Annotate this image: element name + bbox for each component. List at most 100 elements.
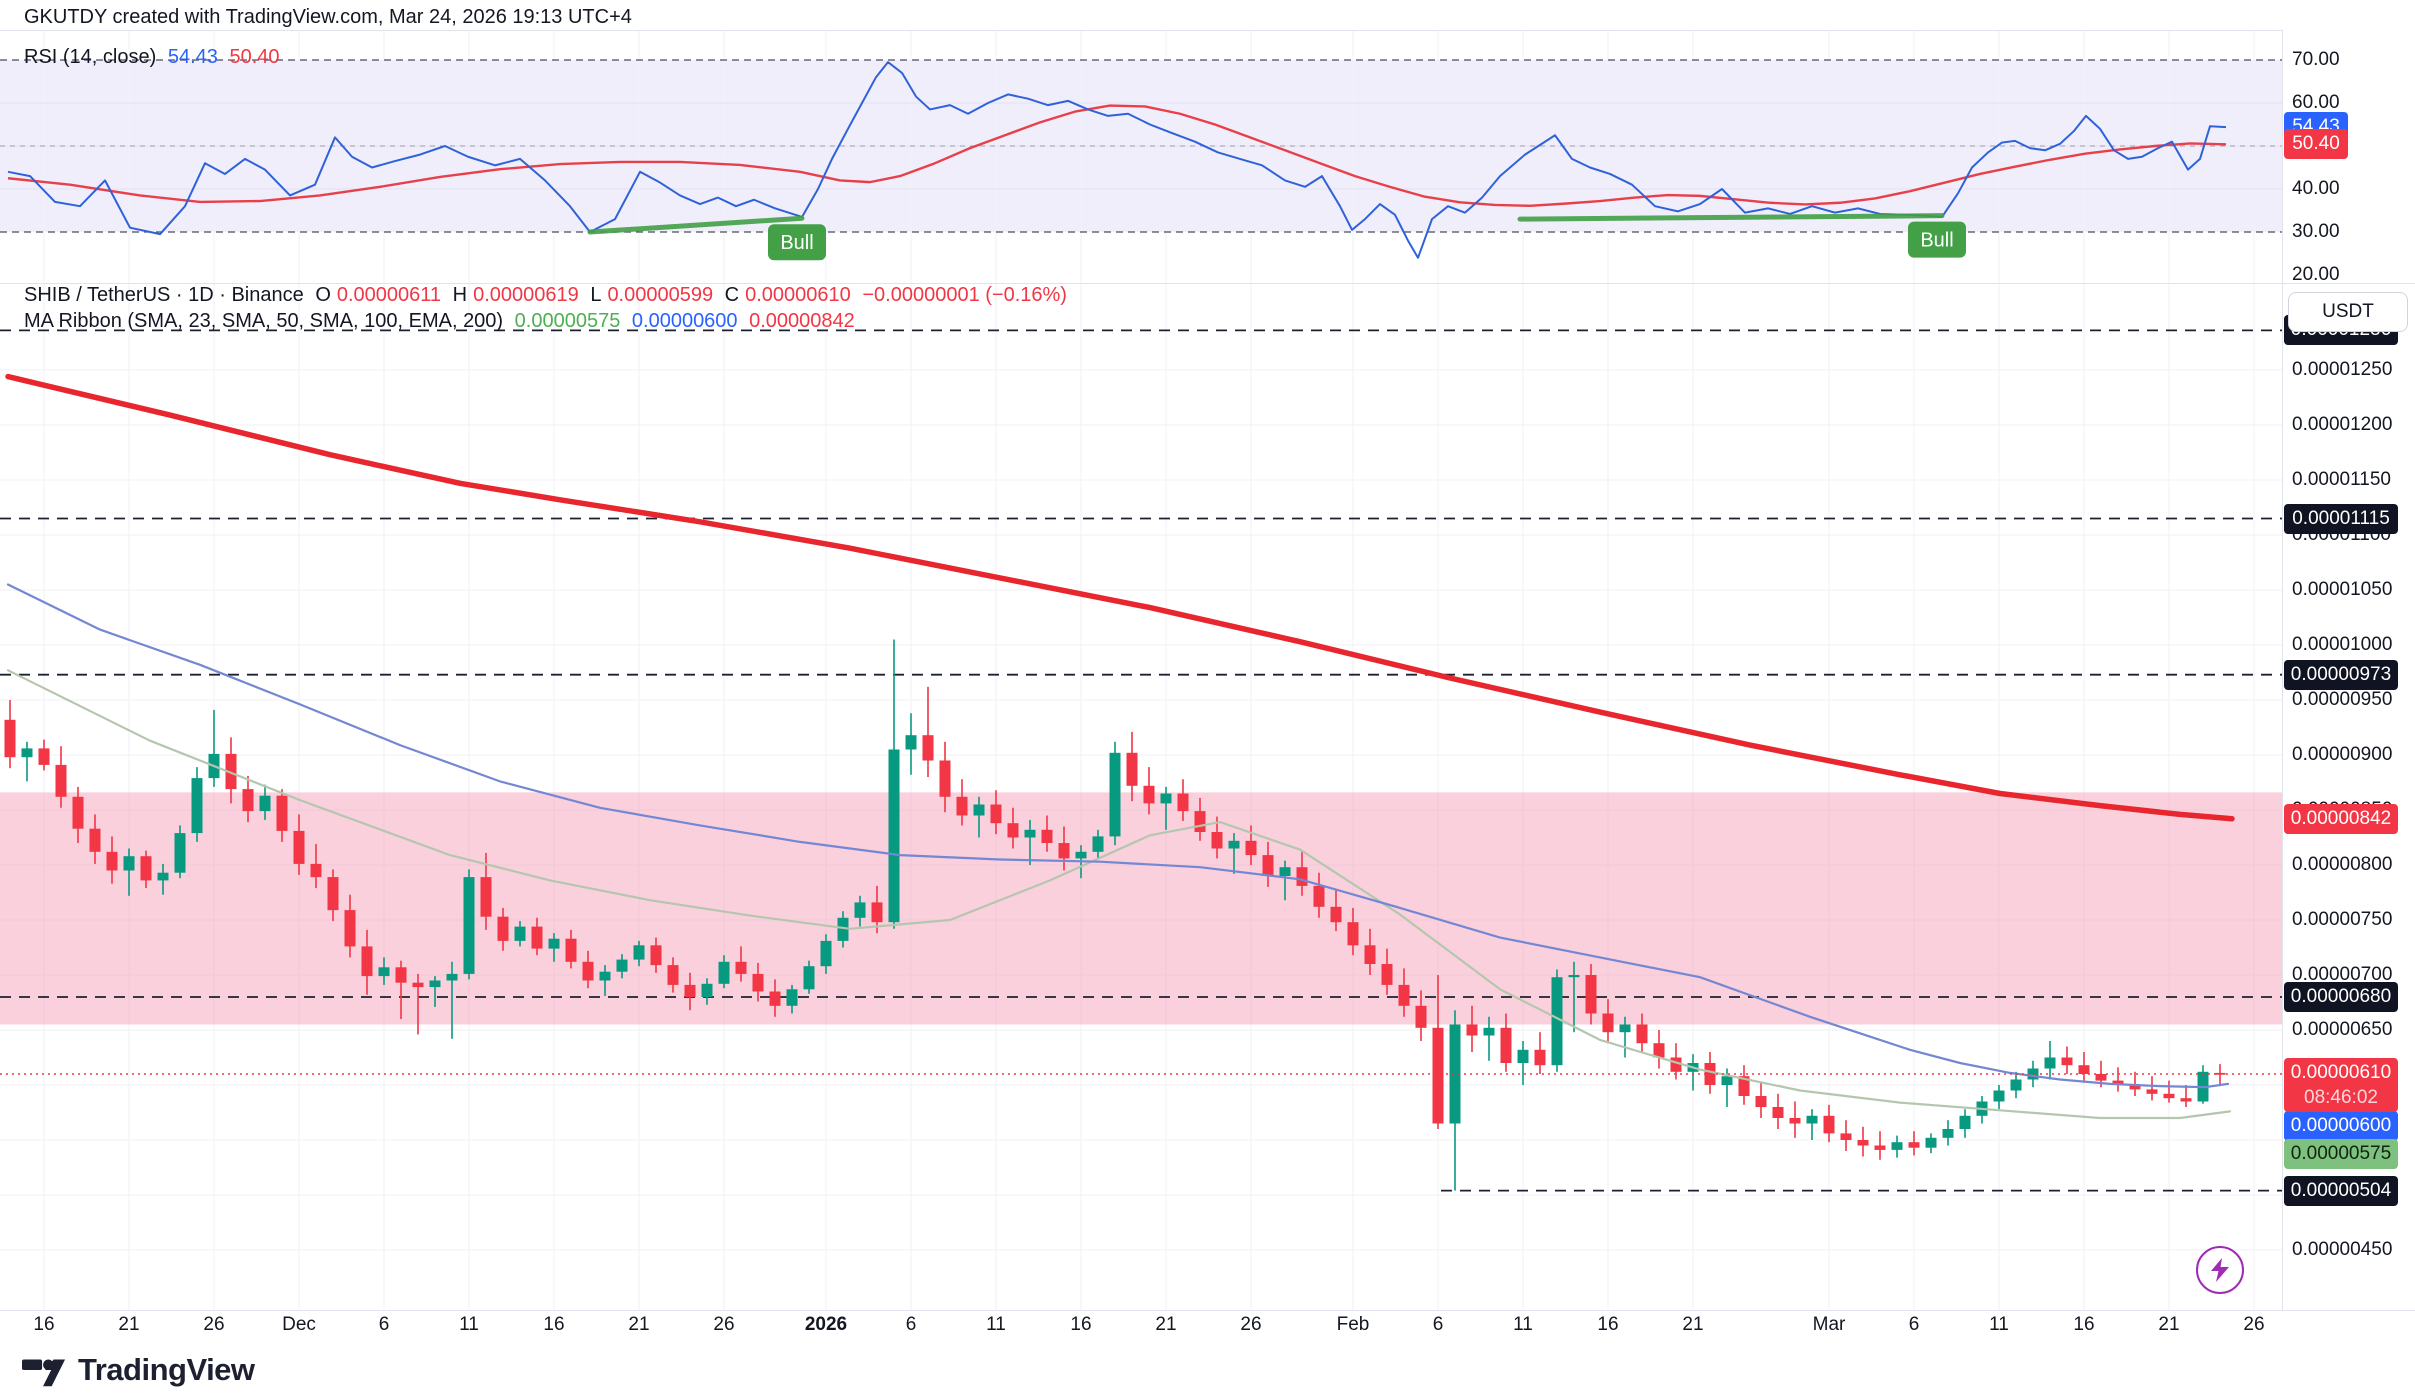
candle-body[interactable] (1058, 843, 1070, 859)
candle-body[interactable] (378, 967, 390, 977)
candle-body[interactable] (1466, 1024, 1478, 1036)
candle-body[interactable] (1721, 1076, 1733, 1085)
candle-body[interactable] (1109, 752, 1121, 837)
candle-body[interactable] (225, 753, 237, 790)
candle-body[interactable] (939, 760, 951, 797)
candle-body[interactable] (786, 989, 798, 1006)
candle-body[interactable] (1908, 1142, 1920, 1148)
candle-body[interactable] (548, 938, 560, 949)
candle-body[interactable] (463, 877, 475, 974)
candle-body[interactable] (2112, 1080, 2124, 1085)
candle-body[interactable] (2163, 1093, 2175, 1099)
candle-body[interactable] (1670, 1057, 1682, 1072)
candle-body[interactable] (1007, 823, 1019, 838)
candle-body[interactable] (2180, 1098, 2192, 1102)
candle-body[interactable] (1432, 1027, 1444, 1124)
candle-body[interactable] (990, 804, 1002, 824)
candle-body[interactable] (701, 983, 713, 997)
bull-badge[interactable] (1908, 221, 1966, 258)
rsi-legend-label[interactable]: RSI (14, close) (24, 46, 157, 68)
candle-body[interactable] (2027, 1068, 2039, 1080)
candle-body[interactable] (1262, 855, 1274, 876)
price-level-badge[interactable]: 0.00000504 (2284, 1175, 2398, 1206)
candle-body[interactable] (1551, 977, 1563, 1066)
symbol-title[interactable]: SHIB / TetherUS · 1D · Binance (24, 284, 304, 306)
candle-body[interactable] (667, 965, 679, 985)
candle-body[interactable] (2129, 1085, 2141, 1090)
candle-body[interactable] (1585, 975, 1597, 1014)
candle-body[interactable] (1789, 1118, 1801, 1124)
candle-body[interactable] (514, 926, 526, 941)
candle-body[interactable] (2078, 1065, 2090, 1074)
instant-trading-button[interactable] (2196, 1246, 2244, 1294)
candle-body[interactable] (1092, 836, 1104, 852)
candle-body[interactable] (1602, 1013, 1614, 1033)
candle-body[interactable] (633, 945, 645, 960)
candle-body[interactable] (1993, 1090, 2005, 1102)
candle-body[interactable] (1449, 1024, 1461, 1124)
candle-body[interactable] (395, 967, 407, 983)
candle-body[interactable] (480, 877, 492, 917)
candle-body[interactable] (21, 748, 33, 758)
candle-body[interactable] (1330, 906, 1342, 923)
candle-body[interactable] (446, 973, 458, 981)
candle-body[interactable] (497, 916, 509, 941)
pane-separator[interactable] (0, 283, 2415, 284)
candle-body[interactable] (2146, 1089, 2158, 1094)
candle-body[interactable] (837, 917, 849, 941)
tradingview-logo[interactable]: TradingView (22, 1350, 255, 1390)
candle-body[interactable] (582, 961, 594, 981)
candle-body[interactable] (1942, 1129, 1954, 1138)
candle-body[interactable] (38, 748, 50, 765)
candle-body[interactable] (735, 961, 747, 974)
candle-body[interactable] (1075, 851, 1087, 859)
candle-body[interactable] (871, 902, 883, 923)
supply-zone[interactable] (0, 792, 2282, 1025)
candle-body[interactable] (1534, 1049, 1546, 1066)
candle-body[interactable] (344, 910, 356, 947)
candle-body[interactable] (922, 735, 934, 761)
candle-body[interactable] (752, 973, 764, 992)
candle-body[interactable] (565, 938, 577, 962)
candle-body[interactable] (2061, 1057, 2073, 1066)
candle-body[interactable] (2095, 1074, 2107, 1081)
rsi-ma-line[interactable] (7, 104, 2227, 207)
rsi-line[interactable] (7, 61, 2227, 259)
candle-body[interactable] (803, 966, 815, 990)
candle-body[interactable] (769, 991, 781, 1006)
candle-body[interactable] (1738, 1076, 1750, 1096)
candle-body[interactable] (4, 719, 16, 758)
candle-body[interactable] (293, 830, 305, 864)
candle-body[interactable] (1313, 885, 1325, 907)
price-level-badge[interactable]: 0.00001115 (2284, 503, 2398, 534)
candle-body[interactable] (1194, 811, 1206, 832)
candle-body[interactable] (1415, 1005, 1427, 1028)
ma-line-ema200[interactable] (5, 373, 2235, 822)
candle-body[interactable] (55, 764, 67, 797)
bull-divergence-trendline[interactable] (1517, 213, 1945, 222)
price-level-badge[interactable]: 0.00000973 (2284, 659, 2398, 690)
candle-body[interactable] (1636, 1024, 1648, 1044)
candle-body[interactable] (1959, 1115, 1971, 1129)
candle-body[interactable] (1925, 1137, 1937, 1148)
candle-body[interactable] (2010, 1079, 2022, 1091)
currency-toggle-button[interactable]: USDT (2288, 292, 2408, 332)
candle-body[interactable] (2044, 1057, 2056, 1069)
candle-body[interactable] (191, 778, 203, 834)
candle-body[interactable] (259, 795, 271, 812)
candle-body[interactable] (1296, 867, 1308, 886)
price-level-badge[interactable]: 0.00000680 (2284, 982, 2398, 1012)
candle-body[interactable] (905, 735, 917, 750)
ma-line-sma50[interactable] (6, 583, 2230, 1089)
candle-body[interactable] (888, 749, 900, 923)
candle-body[interactable] (616, 959, 628, 972)
candle-body[interactable] (429, 980, 441, 988)
candle-body[interactable] (1364, 945, 1376, 964)
candle-body[interactable] (684, 984, 696, 997)
candle-body[interactable] (361, 946, 373, 977)
bull-badge[interactable] (768, 224, 826, 261)
candle-body[interactable] (973, 804, 985, 816)
ma-ribbon-label[interactable]: MA Ribbon (SMA, 23, SMA, 50, SMA, 100, E… (24, 310, 504, 332)
candle-body[interactable] (1041, 829, 1053, 843)
